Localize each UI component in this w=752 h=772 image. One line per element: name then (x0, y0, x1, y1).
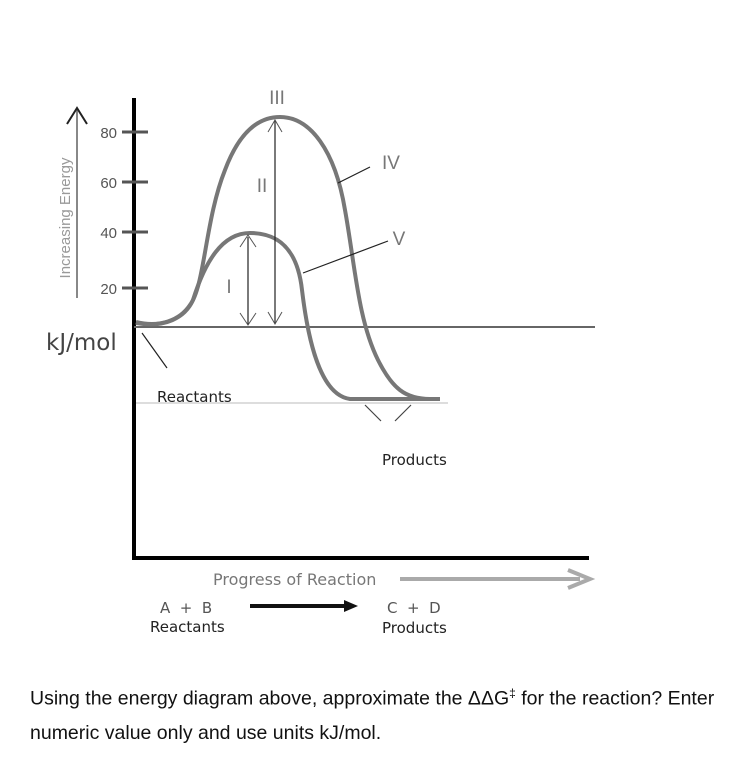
y-tick-20: 20 (100, 281, 117, 298)
y-tick-80: 80 (100, 125, 117, 142)
question-text: Using the energy diagram above, approxim… (30, 686, 715, 744)
label-i: I (226, 277, 231, 298)
label-iii: III (269, 88, 285, 109)
products-label: Products (382, 451, 447, 469)
y-axis-label: Increasing Energy (57, 157, 74, 278)
y-tick-40: 40 (100, 225, 117, 242)
reactants-label: Reactants (157, 388, 232, 406)
y-unit-label: kJ/mol (46, 330, 117, 356)
curve-v (135, 230, 440, 401)
progress-arrow (400, 568, 596, 590)
equation-left-caption: Reactants (150, 618, 225, 636)
x-axis-label: Progress of Reaction (213, 570, 376, 589)
y-tick-60: 60 (100, 175, 117, 192)
equation-left: A + B (160, 599, 212, 617)
equation-right: C + D (387, 599, 441, 617)
label-ii: II (257, 176, 268, 197)
label-v: V (393, 229, 406, 250)
equation-right-caption: Products (382, 619, 447, 637)
label-iv: IV (382, 153, 400, 174)
reaction-arrow (250, 600, 358, 612)
increasing-energy-arrow (66, 106, 88, 298)
